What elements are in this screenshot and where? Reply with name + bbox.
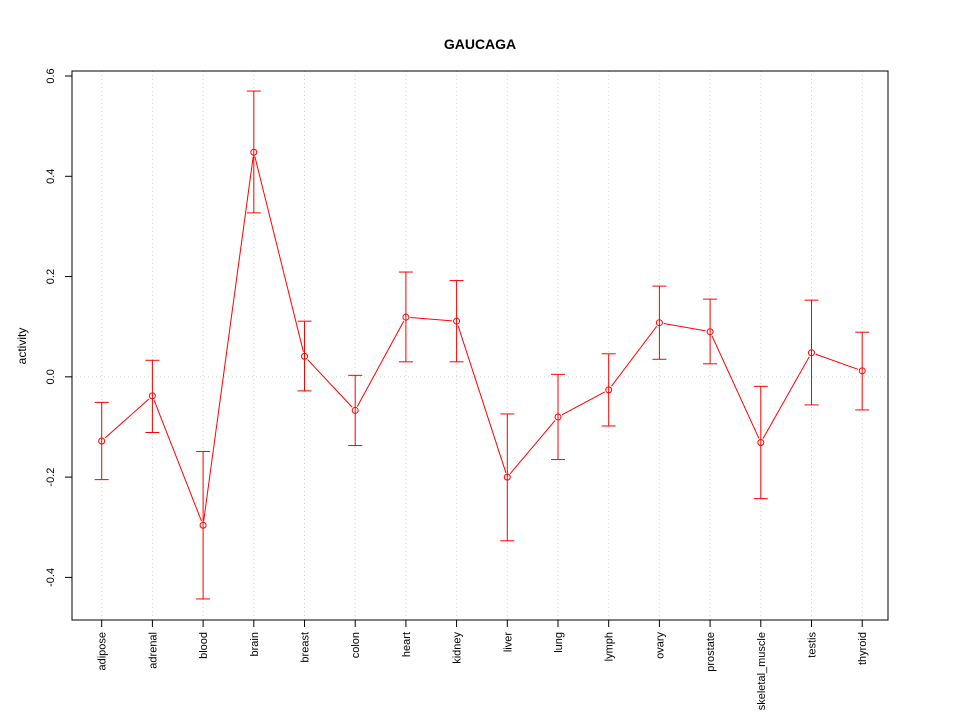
series-line-segment [356,320,405,407]
data-point [808,349,815,357]
x-tick-label: thyroid [857,632,869,665]
plot-frame [71,70,889,621]
series-line-segment [762,356,810,439]
x-tick-label: lung [553,632,565,653]
x-tick-label: prostate [705,632,717,672]
x-tick-label: blood [198,632,210,659]
y-tick-label: 0.6 [45,68,57,83]
series-line-segment [203,156,254,521]
data-point [301,352,308,360]
data-point [858,367,866,375]
x-tick-label: kidney [452,632,464,664]
series-line-segment [611,325,658,387]
data-point [503,473,511,481]
x-tick-label: testis [807,632,819,658]
data-point [757,439,765,447]
series-line-segment [663,322,706,332]
x-tick-label: brain [249,632,261,656]
series-line-segment [254,156,304,353]
x-tick-label: lymph [604,632,616,661]
data-point [402,313,410,321]
x-tick-label: skeletal_muscle [756,632,768,710]
x-tick-label: adipose [97,632,109,671]
series-line-segment [307,359,353,408]
data-point [706,328,714,336]
series-line-segment [410,317,453,322]
series-line-segment [153,399,202,522]
series-line-segment [561,391,605,416]
y-tick-label: 0.4 [45,169,57,184]
series-line-segment [815,353,859,370]
data-point [199,521,207,529]
data-point [605,386,613,394]
y-tick-label: -0.2 [45,468,57,487]
y-tick-label: 0.0 [45,369,57,384]
data-point [250,148,258,156]
data-point [554,413,562,421]
x-tick-label: ovary [654,632,666,659]
x-tick-label: heart [401,632,413,657]
series-line-segment [104,398,150,439]
data-point [148,392,156,400]
y-axis-label: activity [15,328,29,365]
series [94,90,870,600]
y-tick-label: -0.4 [45,568,57,587]
y-axis: -0.4 -0.2 0.0 0.2 0.4 0.6 [45,68,72,587]
x-tick-label: colon [350,632,362,658]
x-tick-label: liver [502,632,514,653]
series-line-segment [711,335,760,439]
data-point [453,317,461,325]
data-point [351,406,359,414]
series-line-segment [457,325,507,473]
x-tick-label: breast [300,632,312,663]
y-tick-label: 0.2 [45,269,57,284]
chart-title: GAUCAGA [444,36,516,52]
x-axis: adipose adrenal blood brain breast colon heart… [97,620,869,710]
series-line-segment [509,420,556,474]
x-tick-label: adrenal [147,632,159,669]
data-point [655,319,663,327]
data-point [98,437,106,445]
grid [72,71,888,620]
